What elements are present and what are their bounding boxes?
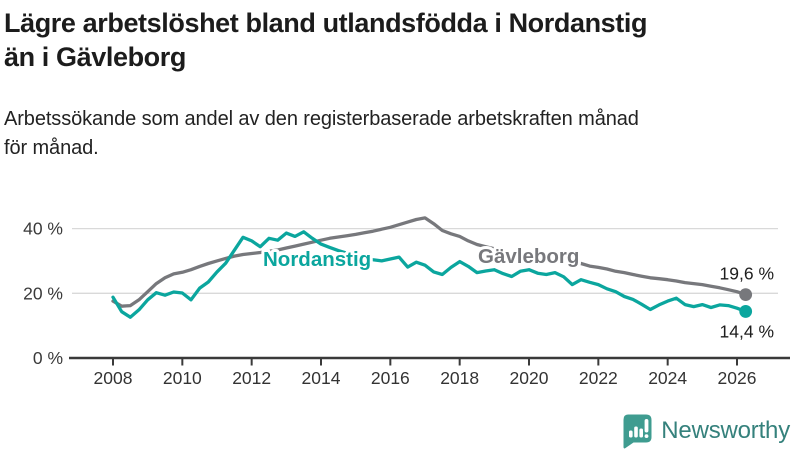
series-end-dot-gävleborg [739, 288, 753, 301]
x-axis-label-2024: 2024 [648, 368, 687, 388]
newsworthy-logo-label: Newsworthy [661, 417, 790, 444]
x-axis-label-2020: 2020 [510, 368, 549, 388]
page-title-line-2: än i Gävleborg [4, 42, 186, 72]
x-axis-label-2014: 2014 [302, 368, 341, 388]
x-axis-label-2008: 2008 [94, 368, 133, 388]
x-axis-label-2016: 2016 [371, 368, 410, 388]
newsworthy-logo[interactable]: Newsworthy [621, 413, 790, 449]
series-label-gävleborg: Gävleborg [478, 245, 579, 268]
series-end-dot-nordanstig [739, 305, 753, 318]
page-title-line-1: Lägre arbetslöshet bland utlandsfödda i … [4, 8, 648, 38]
x-axis-label-2022: 2022 [579, 368, 618, 388]
series-label-nordanstig: Nordanstig [263, 248, 371, 271]
x-axis-label-2026: 2026 [718, 368, 757, 388]
series-end-value-nordanstig: 14,4 % [720, 321, 774, 341]
x-axis-label-2012: 2012 [232, 368, 271, 388]
series-end-value-gävleborg: 19,6 % [720, 264, 774, 284]
x-axis-label-2018: 2018 [440, 368, 479, 388]
chart-subtitle-line-1: Arbetssökande som andel av den registerb… [4, 108, 639, 130]
chart-subtitle: Arbetssökande som andel av den registerb… [4, 105, 790, 163]
series-line-gävleborg [111, 216, 748, 308]
newsworthy-speech-bubble-bars-icon [623, 414, 652, 449]
page-title: Lägre arbetslöshet bland utlandsfödda i … [4, 6, 784, 74]
chart-subtitle-line-2: för månad. [4, 137, 99, 159]
y-axis-label-0: 0 % [33, 348, 63, 368]
y-axis-label-40: 40 % [23, 219, 63, 239]
series-line-nordanstig [111, 230, 748, 319]
x-axis-label-2010: 2010 [163, 368, 202, 388]
y-axis-label-20: 20 % [23, 283, 63, 303]
